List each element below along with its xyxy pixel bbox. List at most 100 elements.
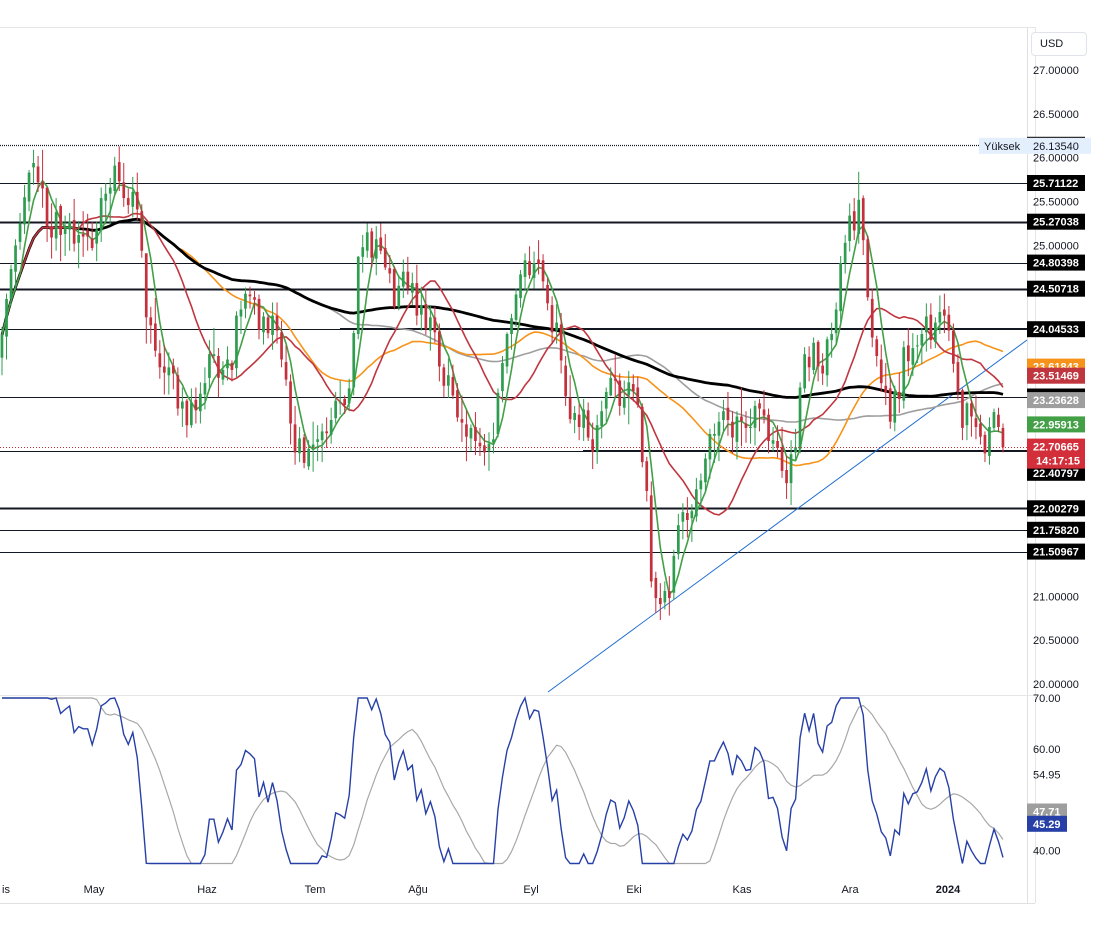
candle [902, 347, 906, 401]
candle [27, 172, 31, 202]
candle [293, 424, 297, 453]
candle [343, 398, 346, 405]
indicator-label: 23.51469 [1033, 371, 1079, 383]
currency-button[interactable]: USD [1031, 32, 1087, 56]
candle [41, 182, 44, 189]
candle [577, 414, 581, 427]
candle [113, 165, 117, 191]
candle [618, 380, 622, 406]
candle [379, 237, 383, 251]
candle [731, 421, 734, 438]
candle [713, 434, 716, 436]
candle [956, 362, 960, 392]
level-label-box [1027, 254, 1085, 271]
time-axis[interactable]: is May Haz Tem Ağu Eyl Eki Kas Ara 2024 [2, 884, 961, 896]
currency-label: USD [1040, 38, 1064, 50]
candle [749, 427, 752, 428]
candle [32, 163, 35, 168]
level-label: 21.75820 [1033, 525, 1079, 537]
candle [361, 247, 365, 257]
candle [230, 363, 234, 370]
candle [771, 440, 775, 444]
candle [861, 198, 865, 241]
candle [613, 378, 617, 381]
candle [852, 211, 856, 231]
price-axis[interactable]: 27.00000 26.50000 26.00000 25.50000 25.00000… [979, 65, 1091, 691]
candle [95, 229, 98, 244]
high-marker-label: Yüksek [984, 141, 1021, 153]
price-tick-label: 25.50000 [1033, 197, 1079, 209]
candle [722, 411, 725, 420]
candle [190, 402, 193, 426]
indicator-label-box [1027, 392, 1085, 409]
candle [424, 304, 428, 329]
candle [199, 393, 202, 412]
candle [911, 348, 915, 365]
candle [172, 365, 175, 374]
candle [582, 409, 585, 428]
candle [559, 324, 563, 361]
candle [90, 238, 94, 248]
candle [947, 314, 951, 331]
candle [704, 458, 707, 483]
price-tick-label: 20.50000 [1033, 635, 1079, 647]
candle [0, 334, 4, 358]
candle [338, 402, 342, 404]
candle [374, 239, 378, 259]
candle [266, 317, 270, 334]
indicator-label: 23.23628 [1033, 395, 1079, 407]
candle [194, 399, 198, 411]
candle [943, 309, 946, 316]
candle [672, 555, 676, 593]
candle [519, 274, 522, 299]
candle [370, 231, 374, 258]
rsi-value-label: 47.71 [1033, 807, 1061, 819]
candle [550, 305, 554, 333]
candle [568, 398, 572, 420]
candle [600, 411, 603, 427]
candle [888, 388, 892, 422]
candle [271, 315, 274, 335]
candle [45, 187, 49, 227]
candle [122, 182, 126, 199]
candle [144, 253, 148, 318]
candle [695, 489, 698, 517]
level-label: 24.04533 [1033, 324, 1079, 336]
time-tick-label: Haz [197, 884, 217, 896]
candle [239, 309, 243, 317]
level-label: 22.00279 [1033, 503, 1079, 515]
candle [505, 334, 509, 367]
candle [347, 388, 351, 404]
candle [253, 297, 256, 300]
last-price-label: 22.70665 [1033, 442, 1079, 454]
candle [767, 414, 770, 441]
candle [920, 334, 924, 346]
level-label-box [1027, 213, 1085, 230]
rsi-tick-label: 70.00 [1033, 693, 1061, 705]
candle [514, 294, 518, 320]
candle [329, 420, 333, 435]
level-label: 22.40797 [1033, 468, 1079, 480]
candle [442, 367, 446, 386]
candle [870, 298, 874, 338]
candle [438, 331, 441, 367]
candle [532, 263, 536, 278]
candle [677, 525, 680, 555]
price-tick-label: 21.00000 [1033, 591, 1079, 603]
candle [604, 391, 608, 409]
candle [929, 314, 933, 341]
candle [627, 382, 631, 396]
candle [681, 512, 685, 522]
price-plot[interactable] [0, 144, 1028, 693]
candle [158, 353, 162, 368]
candle [262, 316, 265, 333]
time-tick-label: is [2, 884, 10, 896]
candle [433, 317, 437, 333]
candle [154, 323, 157, 351]
candle [934, 322, 937, 342]
candle [456, 390, 459, 418]
candle [893, 391, 897, 423]
